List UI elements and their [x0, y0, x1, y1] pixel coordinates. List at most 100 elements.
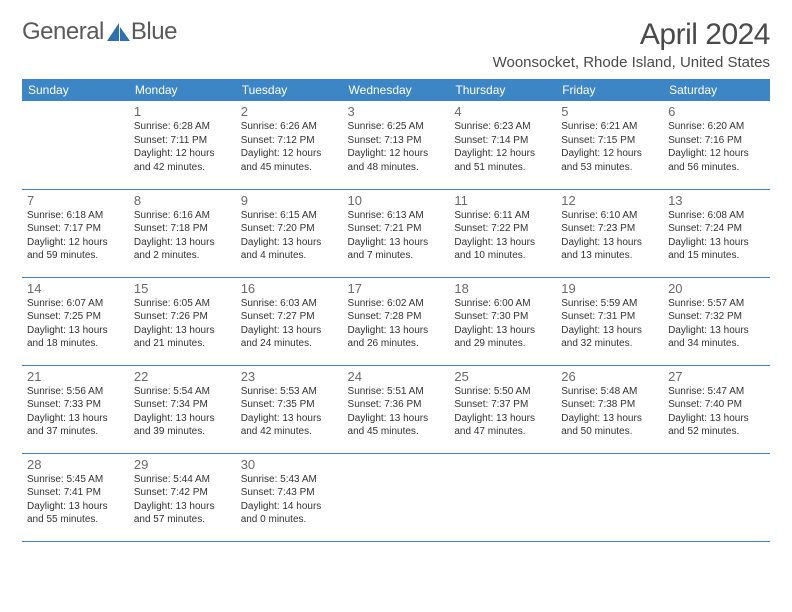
day-number: 17 [348, 281, 445, 296]
calendar-cell: 20Sunrise: 5:57 AMSunset: 7:32 PMDayligh… [663, 277, 770, 365]
day-info: Sunrise: 6:18 AMSunset: 7:17 PMDaylight:… [27, 209, 124, 263]
day-number: 12 [561, 193, 658, 208]
day-number: 13 [668, 193, 765, 208]
day-info: Sunrise: 5:45 AMSunset: 7:41 PMDaylight:… [27, 473, 124, 527]
logo-text-left: General [22, 18, 104, 46]
calendar-cell: 18Sunrise: 6:00 AMSunset: 7:30 PMDayligh… [449, 277, 556, 365]
weekday-header: Monday [129, 79, 236, 101]
day-info: Sunrise: 6:26 AMSunset: 7:12 PMDaylight:… [241, 120, 338, 174]
weekday-header: Wednesday [343, 79, 450, 101]
calendar-cell: 12Sunrise: 6:10 AMSunset: 7:23 PMDayligh… [556, 189, 663, 277]
calendar-cell: 6Sunrise: 6:20 AMSunset: 7:16 PMDaylight… [663, 101, 770, 189]
logo-text-right: Blue [131, 18, 177, 46]
calendar-cell [343, 453, 450, 541]
calendar-cell: 21Sunrise: 5:56 AMSunset: 7:33 PMDayligh… [22, 365, 129, 453]
day-info: Sunrise: 5:51 AMSunset: 7:36 PMDaylight:… [348, 385, 445, 439]
day-info: Sunrise: 6:11 AMSunset: 7:22 PMDaylight:… [454, 209, 551, 263]
calendar-cell: 22Sunrise: 5:54 AMSunset: 7:34 PMDayligh… [129, 365, 236, 453]
day-info: Sunrise: 6:05 AMSunset: 7:26 PMDaylight:… [134, 297, 231, 351]
calendar-week-row: 14Sunrise: 6:07 AMSunset: 7:25 PMDayligh… [22, 277, 770, 365]
day-info: Sunrise: 6:03 AMSunset: 7:27 PMDaylight:… [241, 297, 338, 351]
day-info: Sunrise: 6:28 AMSunset: 7:11 PMDaylight:… [134, 120, 231, 174]
day-info: Sunrise: 6:02 AMSunset: 7:28 PMDaylight:… [348, 297, 445, 351]
calendar-cell: 30Sunrise: 5:43 AMSunset: 7:43 PMDayligh… [236, 453, 343, 541]
day-number: 11 [454, 193, 551, 208]
calendar-table: SundayMondayTuesdayWednesdayThursdayFrid… [22, 79, 770, 542]
calendar-cell: 8Sunrise: 6:16 AMSunset: 7:18 PMDaylight… [129, 189, 236, 277]
day-info: Sunrise: 5:48 AMSunset: 7:38 PMDaylight:… [561, 385, 658, 439]
day-info: Sunrise: 6:08 AMSunset: 7:24 PMDaylight:… [668, 209, 765, 263]
weekday-header: Tuesday [236, 79, 343, 101]
day-number: 20 [668, 281, 765, 296]
day-number: 2 [241, 104, 338, 119]
day-info: Sunrise: 6:07 AMSunset: 7:25 PMDaylight:… [27, 297, 124, 351]
day-number: 9 [241, 193, 338, 208]
day-number: 19 [561, 281, 658, 296]
day-info: Sunrise: 5:50 AMSunset: 7:37 PMDaylight:… [454, 385, 551, 439]
day-info: Sunrise: 5:56 AMSunset: 7:33 PMDaylight:… [27, 385, 124, 439]
day-number: 6 [668, 104, 765, 119]
calendar-week-row: 7Sunrise: 6:18 AMSunset: 7:17 PMDaylight… [22, 189, 770, 277]
day-info: Sunrise: 5:44 AMSunset: 7:42 PMDaylight:… [134, 473, 231, 527]
calendar-week-row: 28Sunrise: 5:45 AMSunset: 7:41 PMDayligh… [22, 453, 770, 541]
day-number: 7 [27, 193, 124, 208]
logo: General Blue [22, 18, 177, 46]
calendar-header-row: SundayMondayTuesdayWednesdayThursdayFrid… [22, 79, 770, 101]
calendar-cell: 26Sunrise: 5:48 AMSunset: 7:38 PMDayligh… [556, 365, 663, 453]
day-number: 23 [241, 369, 338, 384]
day-number: 15 [134, 281, 231, 296]
calendar-cell: 11Sunrise: 6:11 AMSunset: 7:22 PMDayligh… [449, 189, 556, 277]
day-number: 28 [27, 457, 124, 472]
calendar-cell: 19Sunrise: 5:59 AMSunset: 7:31 PMDayligh… [556, 277, 663, 365]
day-number: 14 [27, 281, 124, 296]
calendar-cell: 25Sunrise: 5:50 AMSunset: 7:37 PMDayligh… [449, 365, 556, 453]
calendar-cell: 9Sunrise: 6:15 AMSunset: 7:20 PMDaylight… [236, 189, 343, 277]
location: Woonsocket, Rhode Island, United States [493, 54, 770, 71]
day-number: 26 [561, 369, 658, 384]
calendar-week-row: 21Sunrise: 5:56 AMSunset: 7:33 PMDayligh… [22, 365, 770, 453]
day-number: 10 [348, 193, 445, 208]
weekday-header: Friday [556, 79, 663, 101]
month-title: April 2024 [493, 18, 770, 52]
day-number: 16 [241, 281, 338, 296]
day-info: Sunrise: 6:20 AMSunset: 7:16 PMDaylight:… [668, 120, 765, 174]
day-info: Sunrise: 5:43 AMSunset: 7:43 PMDaylight:… [241, 473, 338, 527]
calendar-cell [449, 453, 556, 541]
calendar-cell: 2Sunrise: 6:26 AMSunset: 7:12 PMDaylight… [236, 101, 343, 189]
day-info: Sunrise: 6:25 AMSunset: 7:13 PMDaylight:… [348, 120, 445, 174]
day-number: 27 [668, 369, 765, 384]
day-number: 5 [561, 104, 658, 119]
day-number: 4 [454, 104, 551, 119]
day-info: Sunrise: 6:10 AMSunset: 7:23 PMDaylight:… [561, 209, 658, 263]
calendar-cell: 15Sunrise: 6:05 AMSunset: 7:26 PMDayligh… [129, 277, 236, 365]
day-number: 22 [134, 369, 231, 384]
day-number: 8 [134, 193, 231, 208]
calendar-cell: 4Sunrise: 6:23 AMSunset: 7:14 PMDaylight… [449, 101, 556, 189]
day-info: Sunrise: 6:16 AMSunset: 7:18 PMDaylight:… [134, 209, 231, 263]
calendar-cell: 16Sunrise: 6:03 AMSunset: 7:27 PMDayligh… [236, 277, 343, 365]
day-info: Sunrise: 6:00 AMSunset: 7:30 PMDaylight:… [454, 297, 551, 351]
calendar-cell: 28Sunrise: 5:45 AMSunset: 7:41 PMDayligh… [22, 453, 129, 541]
logo-sail-icon [106, 21, 132, 43]
day-info: Sunrise: 6:21 AMSunset: 7:15 PMDaylight:… [561, 120, 658, 174]
calendar-cell: 27Sunrise: 5:47 AMSunset: 7:40 PMDayligh… [663, 365, 770, 453]
header: General Blue April 2024 Woonsocket, Rhod… [22, 18, 770, 71]
day-number: 24 [348, 369, 445, 384]
calendar-cell: 10Sunrise: 6:13 AMSunset: 7:21 PMDayligh… [343, 189, 450, 277]
calendar-cell [22, 101, 129, 189]
day-info: Sunrise: 6:23 AMSunset: 7:14 PMDaylight:… [454, 120, 551, 174]
day-info: Sunrise: 5:54 AMSunset: 7:34 PMDaylight:… [134, 385, 231, 439]
day-number: 29 [134, 457, 231, 472]
calendar-cell: 14Sunrise: 6:07 AMSunset: 7:25 PMDayligh… [22, 277, 129, 365]
calendar-cell: 7Sunrise: 6:18 AMSunset: 7:17 PMDaylight… [22, 189, 129, 277]
day-info: Sunrise: 5:47 AMSunset: 7:40 PMDaylight:… [668, 385, 765, 439]
calendar-cell: 29Sunrise: 5:44 AMSunset: 7:42 PMDayligh… [129, 453, 236, 541]
weekday-header: Saturday [663, 79, 770, 101]
day-info: Sunrise: 5:57 AMSunset: 7:32 PMDaylight:… [668, 297, 765, 351]
calendar-body: 1Sunrise: 6:28 AMSunset: 7:11 PMDaylight… [22, 101, 770, 541]
day-number: 21 [27, 369, 124, 384]
calendar-cell: 1Sunrise: 6:28 AMSunset: 7:11 PMDaylight… [129, 101, 236, 189]
day-info: Sunrise: 5:53 AMSunset: 7:35 PMDaylight:… [241, 385, 338, 439]
weekday-header: Sunday [22, 79, 129, 101]
weekday-header: Thursday [449, 79, 556, 101]
